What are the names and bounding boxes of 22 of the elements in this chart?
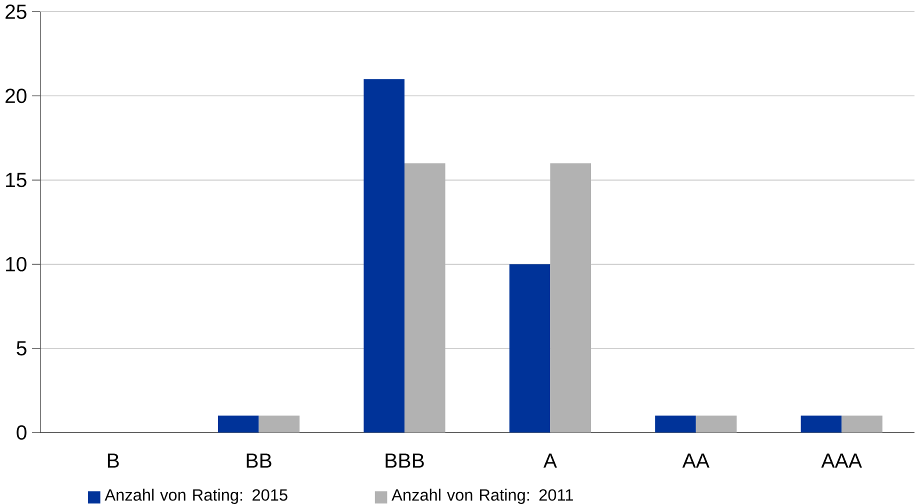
bar	[800, 416, 842, 432]
bar	[509, 264, 550, 432]
y-tick-label: 5	[16, 341, 26, 356]
bar	[842, 416, 882, 432]
bar	[258, 416, 300, 432]
bar	[364, 79, 404, 432]
bar	[218, 416, 259, 432]
legend-label: Anzahl von Rating: 2011	[392, 488, 573, 504]
x-tick-label: AA	[682, 454, 710, 468]
x-tick-label: A	[543, 454, 557, 468]
y-tick-label: 15	[6, 172, 26, 188]
y-tick-label: 10	[6, 256, 26, 272]
y-tick-label: 20	[6, 88, 26, 104]
legend-label: Anzahl von Rating: 2015	[104, 488, 288, 504]
bar	[696, 416, 737, 432]
y-tick-label: 25	[6, 4, 26, 19]
x-tick-label: BBB	[386, 454, 424, 468]
x-tick-label: BB	[246, 454, 272, 468]
bar	[655, 416, 696, 432]
y-tick-label: 0	[16, 425, 26, 440]
x-tick-label: AAA	[821, 454, 862, 468]
x-tick-label: B	[108, 454, 119, 468]
